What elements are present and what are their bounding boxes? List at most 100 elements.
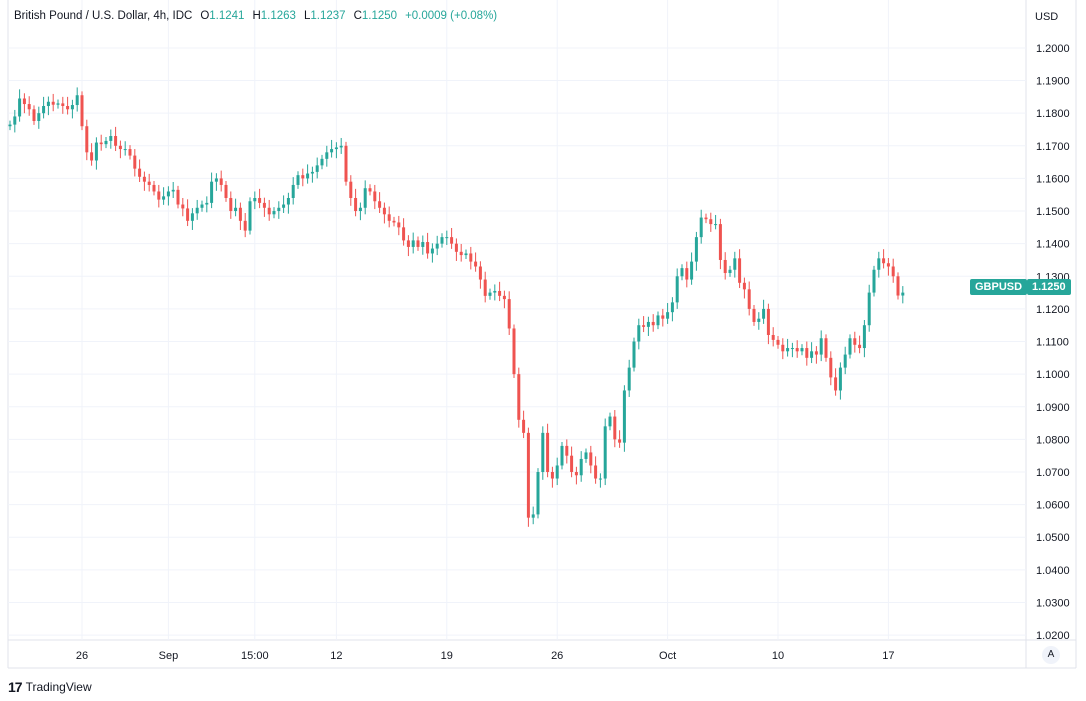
candle-body xyxy=(843,354,847,368)
candle-body xyxy=(344,145,348,182)
candle-body xyxy=(234,207,238,212)
candle-body xyxy=(18,98,22,117)
grid-lines xyxy=(7,0,1077,669)
candle-body xyxy=(392,220,396,223)
candle-body xyxy=(176,189,180,205)
candle-body xyxy=(238,207,242,221)
candle-body xyxy=(483,279,487,296)
candle-body xyxy=(541,432,545,473)
y-tick-label: 1.0200 xyxy=(1036,630,1070,642)
candle-body xyxy=(512,328,516,375)
candle-body xyxy=(118,145,122,150)
candle-body xyxy=(627,367,631,391)
candle-body xyxy=(406,240,410,247)
candle-body xyxy=(603,426,607,479)
candle-body xyxy=(37,113,41,122)
candle-body xyxy=(598,478,602,480)
candle-body xyxy=(320,158,324,166)
candle-body xyxy=(714,224,718,226)
candle-body xyxy=(416,240,420,247)
candle-body xyxy=(128,149,132,156)
y-tick-label: 1.1000 xyxy=(1036,369,1070,381)
candle-body xyxy=(786,348,790,352)
x-tick-label: 15:00 xyxy=(241,650,269,662)
candle-body xyxy=(886,263,890,267)
candle-body xyxy=(694,237,698,262)
candle-body xyxy=(459,251,463,256)
x-tick-label: 17 xyxy=(882,650,894,662)
candle-body xyxy=(848,338,852,355)
candle-body xyxy=(762,308,766,319)
autoscale-button[interactable]: A xyxy=(1042,646,1060,664)
candle-body xyxy=(819,338,823,355)
candle-body xyxy=(661,315,665,319)
price-axis[interactable]: 1.0200 1.0300 1.0400 1.0500 1.0600 1.0700 1.08… xyxy=(1036,43,1070,642)
y-tick-label: 1.1600 xyxy=(1036,173,1070,185)
candle-body xyxy=(22,98,26,105)
candle-body xyxy=(690,261,694,280)
candle-body xyxy=(507,299,511,329)
candle-body xyxy=(210,181,214,203)
candle-body xyxy=(80,95,84,127)
candle-body xyxy=(488,292,492,296)
candle-body xyxy=(445,237,449,239)
price-tag-symbol: GBPUSD xyxy=(975,281,1023,293)
candle-body xyxy=(622,390,626,443)
open-value: 1.1241 xyxy=(209,10,245,22)
candle-body xyxy=(147,181,151,185)
candle-body xyxy=(133,155,137,169)
candle-body xyxy=(94,142,98,161)
candle-body xyxy=(109,136,113,141)
candle-body xyxy=(646,321,650,327)
candle-body xyxy=(642,325,646,327)
candle-body xyxy=(901,292,905,296)
candle-body xyxy=(579,458,583,476)
candle-body xyxy=(699,217,703,238)
candle-body xyxy=(32,109,36,122)
candle-body xyxy=(594,465,598,479)
candle-body xyxy=(478,266,482,280)
y-tick-label: 1.1700 xyxy=(1036,141,1070,153)
candle-body xyxy=(766,308,770,335)
candle-body xyxy=(656,315,660,326)
y-tick-label: 1.1100 xyxy=(1036,337,1069,349)
candle-body xyxy=(430,248,434,254)
candle-body xyxy=(680,268,684,277)
time-axis[interactable]: 26 Sep 15:00 12 19 26 Oct 10 17 xyxy=(76,650,895,662)
candle-body xyxy=(589,452,593,466)
candle-body xyxy=(13,116,17,125)
footer-branding[interactable]: 17 TradingView xyxy=(8,679,92,695)
candle-body xyxy=(334,147,338,150)
candle-body xyxy=(862,325,866,349)
x-tick-label: 26 xyxy=(551,650,563,662)
candle-body xyxy=(243,220,247,231)
y-tick-label: 1.1400 xyxy=(1036,239,1070,251)
candle-body xyxy=(402,227,406,241)
high-label: H xyxy=(252,10,261,22)
candle-body xyxy=(277,207,281,212)
candle-body xyxy=(853,338,857,345)
candle-body xyxy=(795,348,799,352)
candle-body xyxy=(464,253,468,256)
candle-body xyxy=(162,196,166,200)
candle-body xyxy=(46,101,50,107)
x-tick-label: 10 xyxy=(772,650,784,662)
candle-body xyxy=(526,432,530,518)
symbol-legend: British Pound / U.S. Dollar, 4h, IDC O 1.… xyxy=(14,10,497,22)
x-tick-label: 26 xyxy=(76,650,88,662)
low-label: L xyxy=(303,10,311,22)
candle-body xyxy=(728,269,732,274)
candle-body xyxy=(584,452,588,459)
candle-body xyxy=(704,217,708,220)
candle-body xyxy=(291,184,295,198)
candles xyxy=(8,87,905,527)
candle-body xyxy=(608,416,612,427)
y-tick-label: 1.0600 xyxy=(1036,500,1070,512)
symbol-title[interactable]: British Pound / U.S. Dollar, 4h, IDC xyxy=(14,10,193,22)
candle-body xyxy=(800,348,804,352)
candle-body xyxy=(666,312,670,319)
candle-body xyxy=(262,202,266,208)
last-price-value: 1.1250 xyxy=(1032,281,1066,293)
